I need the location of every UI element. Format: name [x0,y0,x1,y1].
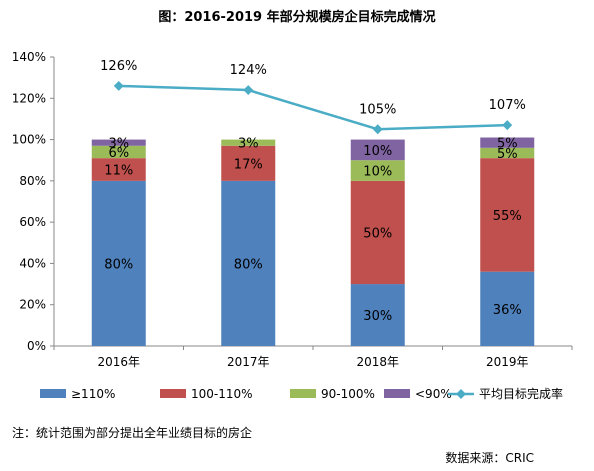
y-tick-label: 140% [12,50,46,64]
y-tick-label: 60% [19,215,46,229]
bar-segment [221,139,276,146]
line-point-marker [502,120,513,131]
bar-data-label: 30% [363,309,392,324]
data-source: 数据来源：CRIC [445,451,534,465]
legend-swatch [160,389,186,398]
y-tick-label: 20% [19,298,46,312]
line-data-label: 126% [100,59,137,74]
x-tick-label: 2019年 [486,355,529,369]
y-tick-label: 0% [27,339,46,353]
legend-label: <90% [415,387,452,401]
footnote: 注：统计范围为部分提出全年业绩目标的房企 [12,426,253,440]
bar-segment [91,158,146,181]
line-layer: 126% 124% 105% 107% [100,59,526,135]
average-line [118,84,508,131]
bar-segment [350,284,405,346]
legend-swatch [384,389,410,398]
bar-data-label: 10% [363,144,392,159]
bar-data-label: 50% [363,226,392,241]
bar-data-label: 5% [497,137,518,152]
bar-data-label: 80% [234,257,263,272]
bar-segment [480,158,535,272]
axis-layer: 0% 20% 40% 60% 80% 100% 120% 140% 2016年 2017年 2018… [12,50,573,369]
bar-segment [350,139,405,161]
bar-data-label: 3% [238,137,259,152]
bar-segment [350,160,405,181]
bar-segment [480,147,535,159]
legend-swatch [40,389,66,398]
bar-data-label: 5% [497,147,518,162]
line-point-marker [372,124,383,135]
y-tick-label: 40% [19,256,46,270]
bar-segment [221,145,276,181]
legend-label: 平均目标完成率 [479,386,563,401]
chart-title: 图：2016-2019 年部分规模房企目标完成情况 [158,10,436,25]
bar-data-label: 17% [234,157,263,172]
bar-data-label: 10% [363,165,392,180]
line-data-label: 107% [489,98,526,113]
y-tick-label: 100% [12,133,46,147]
bar-segment [350,180,405,285]
bar-segment [221,180,276,346]
legend-label: ≥110% [71,387,115,401]
bar-data-label: 80% [104,257,133,272]
line-data-label: 105% [359,102,396,117]
bar-data-label: 11% [104,164,133,179]
bar-segment [91,180,146,346]
bar-segment [480,271,535,346]
bar-segment [91,145,146,159]
x-tick-label: 2016年 [97,355,140,369]
legend-marker [456,389,466,399]
line-point-marker [113,80,124,91]
legend-label: 100-110% [191,387,253,401]
bar-layer: 80%11%6%3%80%17%3%30%50%10%10%36%55%5%5% [91,137,535,346]
bar-segment [91,139,146,146]
legend-layer: ≥110% 100-110% 90-100% <90% 平均目标完成率 [40,386,563,401]
legend-swatch [290,389,316,398]
bar-data-label: 3% [108,137,129,152]
bar-segment [480,137,535,148]
y-tick-label: 80% [19,174,46,188]
legend-label: 90-100% [321,387,375,401]
bar-data-label: 55% [493,209,522,224]
line-data-label: 124% [230,63,267,78]
bar-data-label: 6% [108,146,129,161]
x-tick-label: 2017年 [227,355,270,369]
y-tick-label: 120% [12,91,46,105]
x-tick-label: 2018年 [356,355,399,369]
line-point-marker [243,85,254,95]
bar-data-label: 36% [493,303,522,318]
